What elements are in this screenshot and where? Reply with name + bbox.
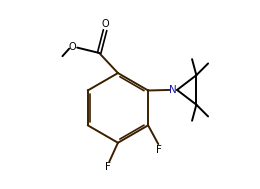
Text: N: N <box>170 85 177 95</box>
Text: F: F <box>105 162 111 172</box>
Text: O: O <box>102 19 109 29</box>
Text: O: O <box>69 42 76 52</box>
Text: F: F <box>157 145 162 155</box>
